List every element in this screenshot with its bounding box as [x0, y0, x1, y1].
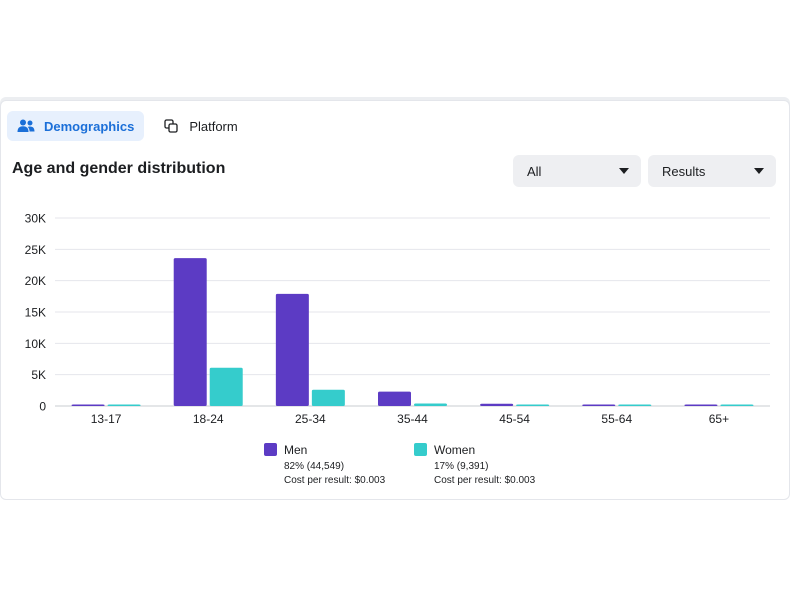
y-tick-label: 30K — [25, 212, 46, 226]
y-tick-label: 25K — [25, 243, 46, 257]
caret-down-icon — [754, 168, 764, 174]
legend-label-women: Women — [434, 443, 475, 457]
x-tick-label: 25-34 — [295, 412, 326, 426]
x-tick-label: 65+ — [709, 412, 729, 426]
bar-women-18-24 — [209, 367, 243, 406]
legend-swatch-women — [414, 443, 427, 456]
y-tick-label: 10K — [25, 337, 46, 351]
legend-cost-women: Cost per result: $0.003 — [434, 475, 536, 486]
x-tick-label: 35-44 — [397, 412, 428, 426]
bar-men-35-44 — [378, 391, 411, 406]
y-tick-label: 15K — [25, 306, 46, 320]
tab-platform[interactable]: Platform — [150, 111, 247, 141]
chart-title: Age and gender distribution — [12, 160, 226, 177]
y-tick-label: 20K — [25, 274, 46, 288]
metric-dropdown[interactable]: Results — [648, 155, 776, 187]
legend-detail-women: 17% (9,391) — [434, 461, 488, 472]
people-icon — [17, 118, 35, 134]
bar-women-45-54 — [516, 404, 550, 406]
legend-cost-men: Cost per result: $0.003 — [284, 475, 386, 486]
x-tick-label: 45-54 — [499, 412, 530, 426]
bar-women-55-64 — [618, 404, 652, 406]
bar-women-25-34 — [311, 389, 345, 406]
overlapping-squares-icon — [162, 118, 180, 134]
caret-down-icon — [619, 168, 629, 174]
legend-detail-men: 82% (44,549) — [284, 461, 344, 472]
bar-men-45-54 — [480, 403, 514, 406]
y-tick-label: 0 — [39, 400, 46, 414]
bar-women-35-44 — [414, 403, 447, 406]
legend-label-men: Men — [284, 443, 307, 457]
tab-demographics[interactable]: Demographics — [7, 111, 145, 141]
y-tick-label: 5K — [31, 368, 46, 382]
tab-platform-label: Platform — [189, 118, 238, 134]
audience-dropdown[interactable]: All — [513, 155, 641, 187]
x-tick-label: 13-17 — [91, 412, 122, 426]
bar-men-13-17 — [71, 404, 105, 406]
age-gender-panel: Demographics Platform All Results — [0, 100, 790, 500]
bar-men-55-64 — [582, 404, 616, 406]
bar-women-65+ — [720, 404, 754, 406]
audience-dropdown-value: All — [527, 163, 542, 179]
tab-bar: Demographics Platform — [7, 111, 248, 141]
metric-dropdown-value: Results — [662, 163, 706, 179]
bar-men-65+ — [684, 404, 718, 406]
bar-women-13-17 — [107, 404, 141, 406]
x-tick-label: 18-24 — [193, 412, 224, 426]
tab-demographics-label: Demographics — [44, 118, 135, 134]
legend-swatch-men — [264, 443, 277, 456]
bar-men-25-34 — [275, 293, 309, 406]
x-tick-label: 55-64 — [601, 412, 632, 426]
bar-men-18-24 — [173, 258, 207, 406]
